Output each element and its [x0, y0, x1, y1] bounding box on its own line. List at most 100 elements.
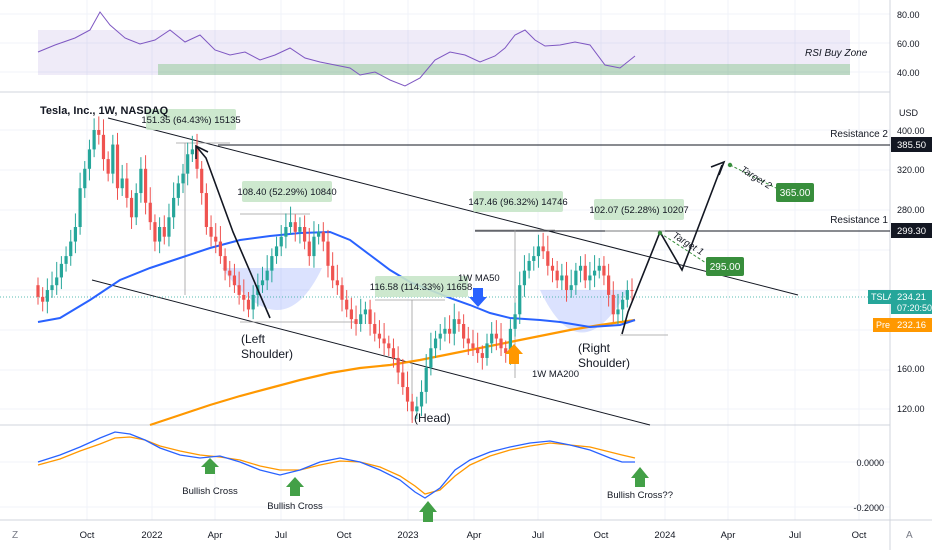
candle-body: [270, 256, 274, 271]
bullish-cross-label: Bullish Cross: [182, 486, 238, 497]
candle-body: [115, 144, 120, 189]
grid-lines: [0, 0, 890, 520]
macd-signal-line: [37, 436, 636, 495]
candle-body: [195, 149, 199, 169]
candle-body: [209, 227, 213, 237]
candle-body: [457, 319, 461, 324]
candle-body: [569, 285, 573, 291]
left-shoulder-label-1: (Left: [241, 332, 266, 346]
candle-body: [218, 241, 223, 257]
tsla-symbol: TSLA: [871, 292, 894, 302]
bullish-cross-label: Bullish Cross??: [607, 490, 673, 501]
candle-body: [401, 372, 405, 388]
candle-body: [354, 319, 358, 324]
candle-body: [564, 275, 569, 291]
time-label: 2024: [654, 530, 675, 541]
price-axis[interactable]: 80.00 60.00 40.00 USD 400.00 320.00 280.…: [853, 10, 932, 513]
candlestick-series: [36, 116, 634, 423]
candle-body: [419, 391, 424, 407]
pre-label-tag: [873, 318, 893, 332]
target-2-dot: [727, 162, 733, 168]
candle-body: [522, 270, 527, 286]
rsi-line: [37, 11, 636, 87]
bullish-cross-arrow-icon: [201, 458, 219, 474]
resistance-2-tag: [891, 137, 932, 152]
candle-body: [592, 270, 597, 276]
time-label: Oct: [594, 530, 609, 541]
candle-body: [578, 265, 583, 271]
candle-body: [359, 314, 363, 324]
target-1-box: [706, 257, 744, 276]
price-tick: 400.00: [897, 126, 925, 136]
candle-body: [387, 343, 391, 349]
candle-body: [499, 338, 503, 349]
time-label: Apr: [467, 530, 482, 541]
candle-body: [625, 290, 629, 300]
candle-body: [368, 309, 372, 324]
candle-body: [391, 348, 396, 358]
rsi-band: [38, 30, 850, 75]
pre-label: Pre: [876, 320, 890, 330]
resistance-1-value: 299.30: [897, 226, 926, 237]
candle-body: [73, 227, 78, 242]
tsla-symbol-tag: [868, 290, 893, 304]
candle-body: [611, 294, 615, 315]
bullish-cross-arrow-icon: [286, 477, 304, 496]
ma50-label: 1W MA50: [458, 273, 500, 284]
time-label: Apr: [208, 530, 223, 541]
timezone-icon[interactable]: Z: [12, 530, 19, 541]
candle-body: [293, 222, 297, 232]
candle-body: [588, 275, 592, 281]
rsi-tick: 40.00: [897, 68, 920, 78]
candle-body: [298, 227, 302, 232]
candle-body: [518, 285, 522, 315]
candle-body: [616, 309, 620, 315]
candle-body: [204, 193, 208, 227]
candle-body: [97, 130, 101, 135]
candle-body: [447, 328, 452, 334]
resistance-2-label: Resistance 2: [830, 129, 888, 140]
target-2-line: [729, 164, 781, 191]
candle-body: [466, 338, 470, 344]
candle-body: [480, 353, 484, 358]
candle-body: [550, 265, 555, 271]
candle-body: [190, 149, 194, 155]
candle-body: [452, 319, 456, 334]
ma200-label: 1W MA200: [532, 369, 579, 380]
time-axis[interactable]: Oct 2022 Apr Jul Oct 2023 Apr Jul Oct 2024 Apr Jul O…: [80, 530, 867, 541]
candle-body: [50, 285, 54, 291]
right-shoulder-label-2: Shoulder): [578, 356, 630, 370]
candle-body: [494, 333, 498, 339]
candle-body: [120, 178, 124, 189]
bullish-cross-arrow-icon: [419, 501, 437, 522]
auto-scale-icon[interactable]: A: [906, 530, 913, 541]
candle-body: [508, 328, 512, 354]
candle-body: [59, 263, 63, 278]
candle-body: [326, 241, 330, 266]
ma200-arrow-icon: [505, 344, 523, 364]
candle-body: [92, 130, 96, 150]
tsla-price-tag: [891, 290, 932, 314]
candle-body: [69, 241, 73, 257]
candle-body: [410, 401, 414, 412]
candle-body: [279, 236, 283, 247]
measure-box: [375, 276, 468, 297]
candle-body: [83, 168, 87, 189]
candle-body: [45, 290, 49, 302]
candle-body: [228, 270, 232, 276]
candle-body: [176, 183, 180, 198]
candle-body: [312, 236, 316, 257]
candle-body: [186, 154, 190, 174]
candle-body: [153, 222, 157, 242]
pre-price-tag: [891, 318, 932, 332]
candle-body: [485, 343, 489, 358]
candle-body: [223, 256, 227, 271]
measure-label: 102.07 (52.28%) 10207: [589, 205, 688, 216]
measure-box: [594, 199, 684, 220]
candle-body: [490, 333, 494, 344]
candle-body: [546, 251, 550, 266]
time-label: Oct: [337, 530, 352, 541]
measure-box: [146, 109, 236, 130]
measure-box: [473, 191, 563, 212]
